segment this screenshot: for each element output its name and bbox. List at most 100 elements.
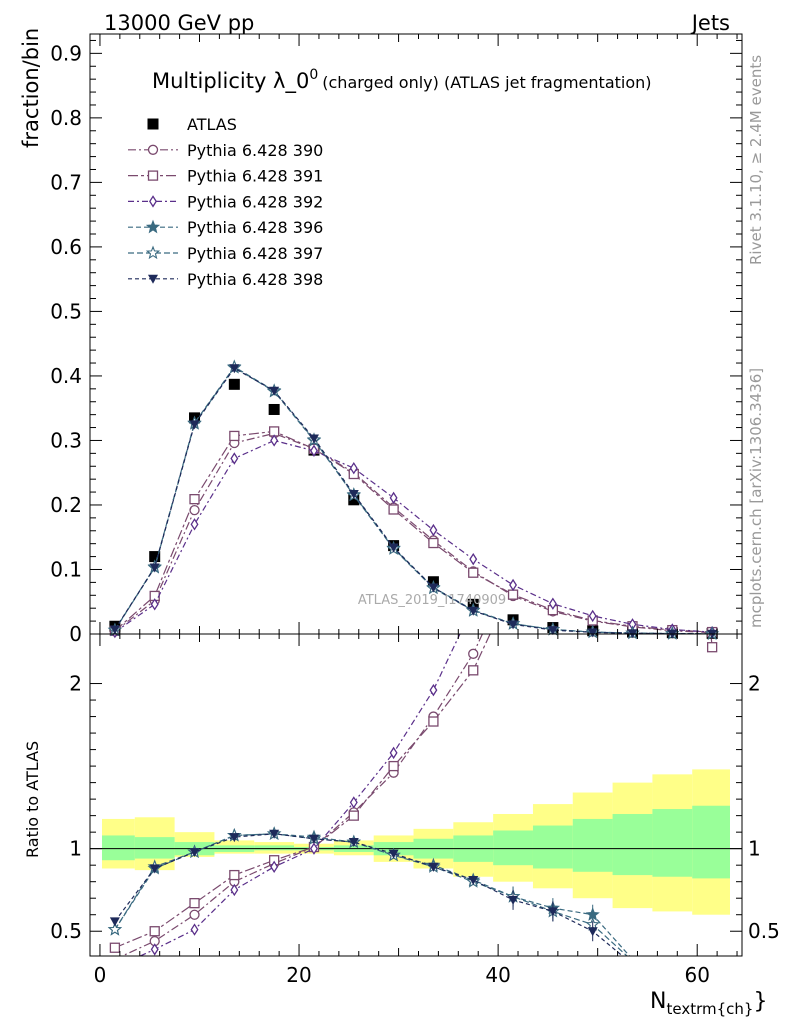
ratio-data-point (348, 810, 359, 821)
ratio-data-point (587, 927, 598, 937)
ratio-data-point (428, 716, 439, 727)
main-y-tick-label: 0.9 (50, 41, 82, 65)
ratio-data-point (348, 838, 359, 848)
main-y-tick-label: 0 (69, 622, 82, 646)
ratio-data-point (189, 909, 200, 920)
data-point (348, 494, 360, 506)
ratio-series-pythia-6-428-392 (138, 634, 461, 956)
ratio-series-line (114, 833, 628, 956)
data-point (388, 543, 399, 553)
main-y-tick-label: 0.6 (50, 235, 82, 259)
legend-marker (147, 118, 159, 130)
data-point (587, 628, 598, 638)
legend-entry: Pythia 6.428 398 (128, 270, 323, 289)
legend-marker (148, 274, 158, 284)
ratio-data-point (547, 907, 558, 917)
ratio-y-axis-ticks: 0.5 0.5 1 1 2 2 (50, 672, 780, 944)
ratio-y-tick-label-right: 2 (748, 672, 761, 696)
ratio-data-point (149, 926, 160, 937)
uncertainty-band-inner (572, 818, 613, 872)
main-y-tick-label: 0.1 (50, 557, 82, 581)
ratio-data-point (190, 923, 199, 936)
data-point (308, 434, 319, 444)
uncertainty-band-inner (652, 809, 693, 877)
ratio-data-point (389, 746, 398, 760)
rivet-version-label: Rivet 3.1.10, ≥ 2.4M events (747, 55, 765, 265)
ratio-y-tick-label-right: 0.5 (748, 919, 780, 943)
main-x-axis-ticks (99, 34, 738, 634)
ratio-data-point (429, 683, 438, 697)
data-point (468, 606, 479, 616)
uncertainty-band-inner (134, 837, 175, 859)
ratio-y-tick-label: 0.5 (50, 919, 82, 943)
ratio-panel: 0.5 0.5 1 1 2 2 0 20 40 60 Ratio to ATLAS Ntextr… (23, 633, 780, 1018)
ratio-data-point (109, 942, 121, 953)
mcplots-credit-label: mcplots.cern.ch [arXiv:1306.3436] (747, 368, 765, 628)
data-point (429, 523, 438, 537)
ratio-series-line (114, 833, 624, 956)
legend-entry: Pythia 6.428 392 (128, 192, 323, 211)
analysis-watermark: ATLAS_2019_I1740909 (358, 593, 506, 608)
main-y-tick-label: 0.3 (50, 428, 82, 452)
data-point (508, 620, 519, 630)
data-point (468, 567, 479, 578)
data-point (270, 434, 279, 447)
data-point (150, 598, 159, 611)
x-tick-label: 40 (485, 963, 510, 987)
data-point (109, 625, 120, 635)
ratio-y-tick-label: 2 (69, 672, 82, 696)
series-line (114, 430, 713, 633)
uncertainty-band-inner (493, 830, 533, 866)
main-y-tick-label: 0.4 (50, 364, 82, 388)
ratio-data-point (189, 847, 200, 857)
x-tick-label: 60 (684, 963, 709, 987)
data-point (389, 491, 398, 505)
legend-label: Pythia 6.428 390 (187, 141, 323, 160)
ratio-data-point (269, 829, 280, 839)
data-point (388, 504, 399, 515)
ratio-data-point (508, 895, 519, 905)
ratio-data-point (349, 796, 358, 809)
x-tick-label: 0 (94, 963, 107, 987)
legend-marker (147, 170, 159, 181)
legend: ATLAS Pythia 6.428 390 Pythia 6.428 391 Pyt… (128, 115, 323, 289)
ratio-data-point (149, 864, 160, 874)
ratio-series-pythia-6-428-398 (109, 829, 624, 956)
main-y-tick-label: 0.7 (50, 170, 82, 194)
legend-marker (147, 144, 159, 155)
data-point (509, 578, 518, 592)
ratio-data-point (388, 760, 399, 772)
data-point (228, 378, 240, 390)
ratio-data-point (468, 665, 479, 676)
ratio-data-point (308, 834, 319, 844)
data-point (189, 504, 200, 516)
legend-entry: Pythia 6.428 390 (128, 141, 323, 160)
main-y-axis-label: fraction/bin (19, 28, 43, 148)
ratio-data-point (229, 869, 240, 881)
data-point (190, 518, 199, 531)
series-line (114, 439, 713, 633)
data-point (588, 609, 597, 623)
ratio-data-point (107, 922, 123, 936)
main-y-axis-ticks: 0 0.1 0.2 0.3 0.4 0.5 0.6 0.7 0.8 0.9 (50, 39, 742, 646)
data-point (229, 430, 240, 442)
data-point (189, 420, 200, 430)
data-point (548, 597, 557, 610)
data-point (149, 563, 160, 573)
ratio-data-point (309, 842, 318, 855)
x-axis-label: Ntextrm{ch}} (650, 989, 767, 1018)
data-point (547, 626, 558, 636)
data-point (428, 583, 439, 593)
ratio-data-point (468, 876, 479, 886)
data-point (348, 490, 359, 499)
ratio-series-line (114, 634, 713, 949)
data-point (229, 364, 240, 374)
data-point (189, 494, 200, 505)
legend-label: ATLAS (187, 115, 237, 134)
main-panel: 0 0.1 0.2 0.3 0.4 0.5 0.6 0.7 0.8 0.9 Multiplicit… (19, 28, 743, 646)
series-pythia-6-428-398 (109, 364, 718, 639)
ratio-data-point (230, 883, 239, 897)
header-right-label: Jets (690, 11, 730, 35)
ratio-y-tick-label: 1 (69, 837, 82, 861)
